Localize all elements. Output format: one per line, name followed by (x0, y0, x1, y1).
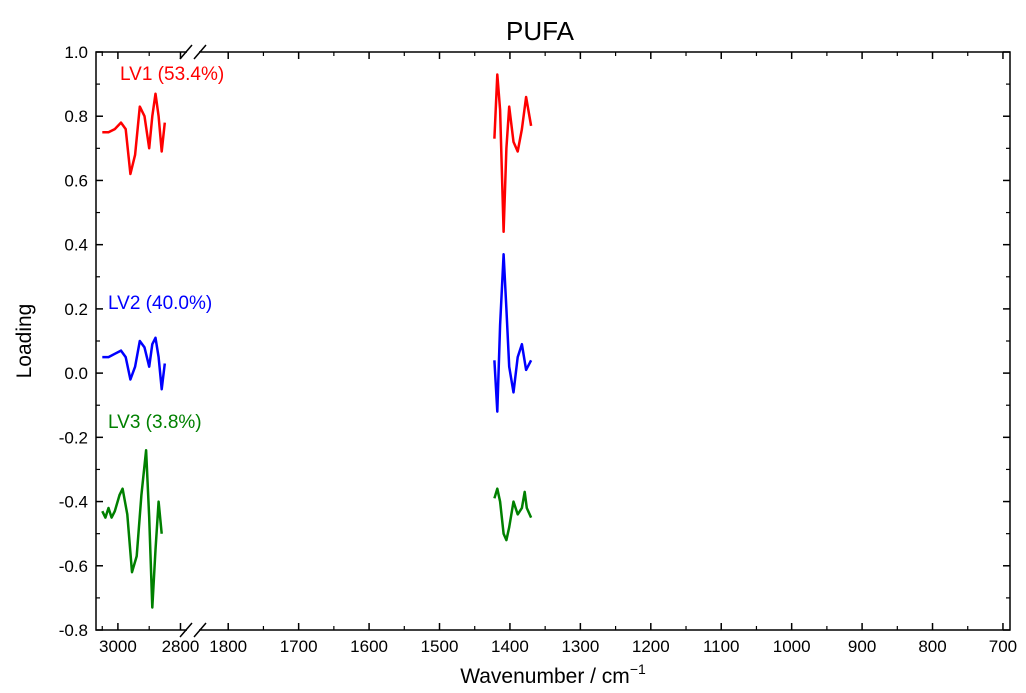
series-labels: LV1 (53.4%) LV2 (40.0%) LV3 (3.8%) (108, 64, 224, 433)
plot-frame (95, 51, 1011, 631)
y-tick-label: 0.4 (64, 236, 88, 255)
x-axis-title-superscript: −1 (630, 661, 646, 677)
x-tick-label: 1400 (491, 637, 529, 656)
y-tick-label: 0.0 (64, 364, 88, 383)
x-axis-break-marker (179, 44, 207, 638)
x-tick-label: 1800 (209, 637, 247, 656)
x-axis-title: Wavenumber / cm−1 (460, 661, 646, 688)
x-axis: 3000 2800 1800 1700 1600 1500 1400 1300 1200 1100… (99, 52, 1017, 656)
series-line-high (101, 448, 163, 609)
x-tick-label: 1100 (703, 637, 740, 656)
y-axis-title: Loading (13, 304, 36, 379)
series-line-low (493, 73, 533, 234)
y-tick-label: -0.8 (59, 621, 88, 640)
series-label: LV3 (3.8%) (108, 412, 202, 433)
axis-break-slash (193, 622, 207, 638)
series-line-high (102, 336, 167, 391)
series-label: LV1 (53.4%) (120, 64, 224, 85)
x-tick-label: 3000 (99, 637, 137, 656)
axis-break-slash (193, 44, 207, 60)
axis-break-gap (187, 627, 199, 633)
y-tick-label: -0.4 (59, 493, 88, 512)
y-axis: -0.8 -0.6 -0.4 -0.2 0.0 0.2 0.4 0.6 0.8 1.0 (59, 43, 1010, 640)
x-tick-label: 700 (989, 637, 1017, 656)
series-line-low (493, 253, 533, 413)
x-axis-title-main: Wavenumber / cm (460, 665, 630, 688)
x-tick-label: 1300 (561, 637, 599, 656)
y-tick-label: 0.8 (64, 107, 88, 126)
x-tick-label: 1500 (421, 637, 459, 656)
chart-title: PUFA (506, 16, 575, 46)
x-tick-label: 800 (918, 637, 946, 656)
y-tick-label: -0.6 (59, 557, 88, 576)
x-tick-label: 1600 (350, 637, 388, 656)
y-tick-label: 1.0 (64, 43, 88, 62)
x-tick-label: 900 (848, 637, 876, 656)
series-layer (101, 73, 533, 609)
axis-break-gap (187, 49, 199, 55)
x-tick-label: 1700 (280, 637, 318, 656)
y-tick-label: 0.6 (64, 171, 88, 190)
x-tick-label: 1200 (632, 637, 670, 656)
axis-break-slash (179, 44, 193, 60)
y-tick-label: -0.2 (59, 428, 88, 447)
axis-break-slash (179, 622, 193, 638)
y-tick-label: 0.2 (64, 300, 88, 319)
series-line-high (102, 92, 167, 176)
series-label: LV2 (40.0%) (108, 293, 212, 314)
x-tick-label: 2800 (162, 637, 200, 656)
series-line-low (493, 487, 533, 542)
x-tick-label: 1000 (773, 637, 811, 656)
